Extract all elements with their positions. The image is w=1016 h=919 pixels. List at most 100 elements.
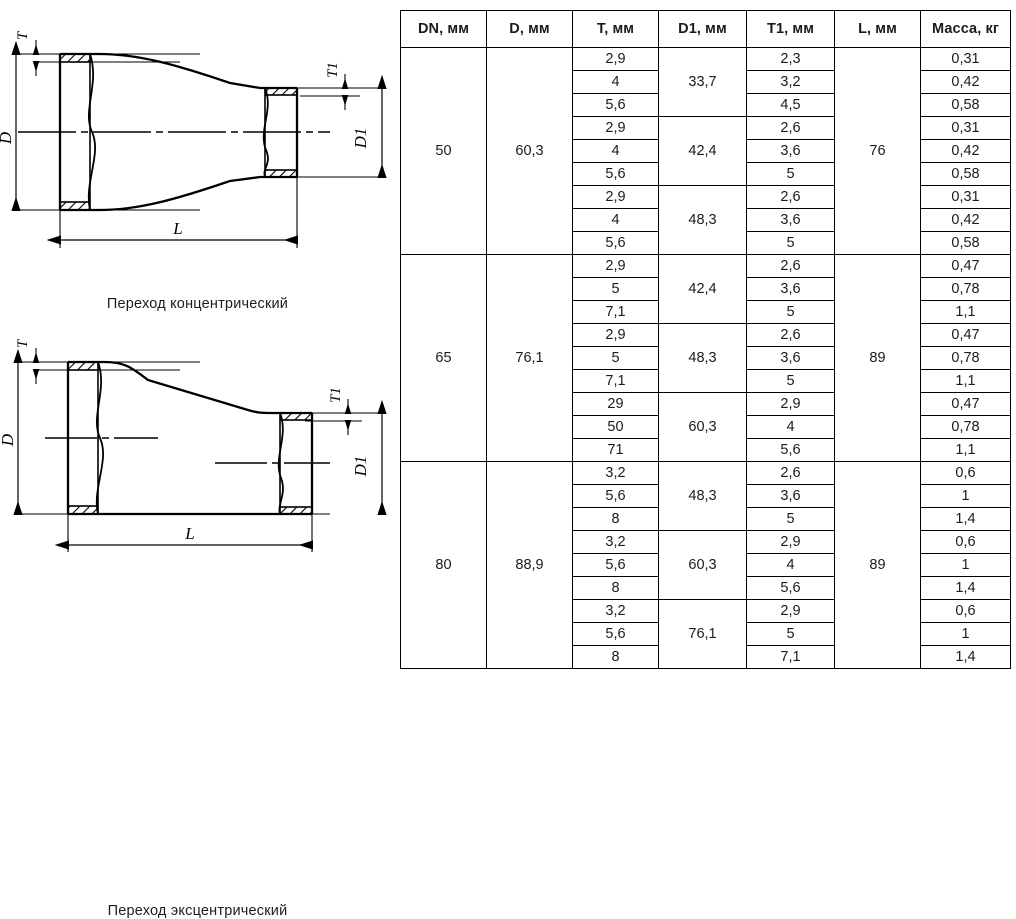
table-row: 4 3,6 0,42 bbox=[401, 208, 1011, 232]
cell-t1: 5 bbox=[746, 369, 835, 393]
cell-t1: 5 bbox=[746, 231, 835, 255]
table-row: 2,9 48,3 2,6 0,31 bbox=[401, 185, 1011, 255]
cell-t1: 2,6 bbox=[746, 254, 835, 278]
cell-t: 2,9 bbox=[572, 323, 659, 347]
cell-mass: 1,4 bbox=[920, 645, 1011, 669]
caption-eccentric: Переход эксцентрический bbox=[107, 903, 288, 919]
cell-l: 89 bbox=[834, 254, 921, 462]
drawing-concentric-reducer: D D1 T T1 L Переход концентрический bbox=[0, 10, 395, 312]
cell-t: 8 bbox=[572, 507, 659, 531]
concentric-reducer-svg: D D1 T T1 L bbox=[0, 30, 387, 248]
cell-t1: 3,6 bbox=[746, 139, 835, 163]
wall-hatch bbox=[279, 506, 313, 515]
cell-t: 4 bbox=[572, 139, 659, 163]
cell-d1: 48,3 bbox=[658, 461, 747, 531]
wall-hatch bbox=[59, 201, 91, 211]
cell-mass: 0,6 bbox=[920, 530, 1011, 554]
cell-mass: 0,42 bbox=[920, 139, 1011, 163]
wall-hatch bbox=[67, 505, 99, 515]
cell-d1: 48,3 bbox=[658, 185, 747, 255]
wall-hatch bbox=[67, 361, 99, 371]
cell-t: 2,9 bbox=[572, 254, 659, 278]
specification-table: DN, мм D, мм T, мм D1, мм T1, мм L, мм Масса, … bbox=[400, 10, 1011, 669]
cell-d1: 42,4 bbox=[658, 116, 747, 186]
cell-t1: 2,6 bbox=[746, 461, 835, 485]
table-row: 7,1 5 1,1 bbox=[401, 369, 1011, 393]
table-row: 5,6 4 1 bbox=[401, 553, 1011, 577]
label-d: D bbox=[0, 131, 15, 145]
caption-concentric: Переход концентрический bbox=[106, 296, 289, 312]
cell-t1: 3,6 bbox=[746, 208, 835, 232]
table-row: 5 3,6 0,78 bbox=[401, 346, 1011, 370]
wall-hatch bbox=[264, 87, 298, 96]
cell-t: 4 bbox=[572, 70, 659, 94]
column-header-5: L, мм bbox=[834, 10, 921, 48]
table-row: 2,9 48,3 2,6 0,47 bbox=[401, 323, 1011, 393]
column-header-4: T1, мм bbox=[746, 10, 835, 48]
wall-hatch bbox=[59, 53, 91, 63]
table-row: 4 3,6 0,42 bbox=[401, 139, 1011, 163]
cell-t: 5 bbox=[572, 346, 659, 370]
cell-t1: 2,9 bbox=[746, 599, 835, 623]
cell-mass: 1 bbox=[920, 622, 1011, 646]
cell-t: 5,6 bbox=[572, 93, 659, 117]
table-row: 71 5,6 1,1 bbox=[401, 438, 1011, 462]
cell-t: 5,6 bbox=[572, 622, 659, 646]
label-t1: T1 bbox=[328, 387, 344, 403]
cell-d: 76,1 bbox=[486, 254, 573, 462]
cell-l: 76 bbox=[834, 47, 921, 255]
cell-t: 5,6 bbox=[572, 231, 659, 255]
cell-t: 5,6 bbox=[572, 162, 659, 186]
table-row: 5,6 3,6 1 bbox=[401, 484, 1011, 508]
table-row: 50 60,3 2,9 33,7 2,3 76 0,31 bbox=[400, 47, 1011, 255]
cell-t1: 4 bbox=[746, 415, 835, 439]
cell-d1: 60,3 bbox=[658, 392, 747, 462]
cell-t1: 5 bbox=[746, 162, 835, 186]
cell-t: 2,9 bbox=[572, 116, 659, 140]
cell-t: 5,6 bbox=[572, 553, 659, 577]
table-row: 7,1 5 1,1 bbox=[401, 300, 1011, 324]
specification-table-container: DN, мм D, мм T, мм D1, мм T1, мм L, мм Масса, … bbox=[400, 10, 1011, 669]
label-d1: D1 bbox=[351, 456, 370, 478]
cell-mass: 0,6 bbox=[920, 461, 1011, 485]
table-header-row: DN, мм D, мм T, мм D1, мм T1, мм L, мм Масса, … bbox=[400, 10, 1011, 48]
cell-t: 71 bbox=[572, 438, 659, 462]
column-header-6: Масса, кг bbox=[920, 10, 1011, 48]
cell-t1: 2,6 bbox=[746, 116, 835, 140]
cell-t1: 3,6 bbox=[746, 484, 835, 508]
cell-t: 50 bbox=[572, 415, 659, 439]
page-root: D D1 T T1 L Переход концентрический bbox=[0, 10, 1011, 919]
table-row: 29 60,3 2,9 0,47 bbox=[401, 392, 1011, 462]
cell-d1: 33,7 bbox=[658, 47, 747, 117]
cell-mass: 0,42 bbox=[920, 208, 1011, 232]
column-header-2: T, мм bbox=[572, 10, 659, 48]
cell-t: 7,1 bbox=[572, 369, 659, 393]
table-row: 5,6 5 0,58 bbox=[401, 231, 1011, 255]
cell-mass: 1,4 bbox=[920, 507, 1011, 531]
cell-t1: 7,1 bbox=[746, 645, 835, 669]
cell-mass: 0,31 bbox=[920, 185, 1011, 209]
drawing-eccentric-reducer: D D1 T T1 L Переход эксцентрический bbox=[0, 318, 395, 919]
cell-l: 89 bbox=[834, 461, 921, 669]
cell-t1: 5,6 bbox=[746, 438, 835, 462]
cell-t1: 2,3 bbox=[746, 47, 835, 71]
table-row: 65 76,1 2,9 42,4 2,6 89 0,47 bbox=[400, 254, 1011, 462]
cell-mass: 0,6 bbox=[920, 599, 1011, 623]
cell-mass: 0,58 bbox=[920, 93, 1011, 117]
column-header-1: D, мм bbox=[486, 10, 573, 48]
label-d: D bbox=[0, 433, 17, 447]
table-row: 5 3,6 0,78 bbox=[401, 277, 1011, 301]
cell-mass: 0,47 bbox=[920, 392, 1011, 416]
cell-mass: 0,31 bbox=[920, 116, 1011, 140]
cell-d: 60,3 bbox=[486, 47, 573, 255]
cell-mass: 0,47 bbox=[920, 254, 1011, 278]
cell-t: 5 bbox=[572, 277, 659, 301]
cell-mass: 1,4 bbox=[920, 576, 1011, 600]
cell-t1: 2,9 bbox=[746, 530, 835, 554]
cell-t1: 4,5 bbox=[746, 93, 835, 117]
cell-t1: 3,6 bbox=[746, 277, 835, 301]
cell-mass: 1,1 bbox=[920, 369, 1011, 393]
table-row: 8 5,6 1,4 bbox=[401, 576, 1011, 600]
cell-mass: 0,58 bbox=[920, 162, 1011, 186]
cell-t: 2,9 bbox=[572, 47, 659, 71]
